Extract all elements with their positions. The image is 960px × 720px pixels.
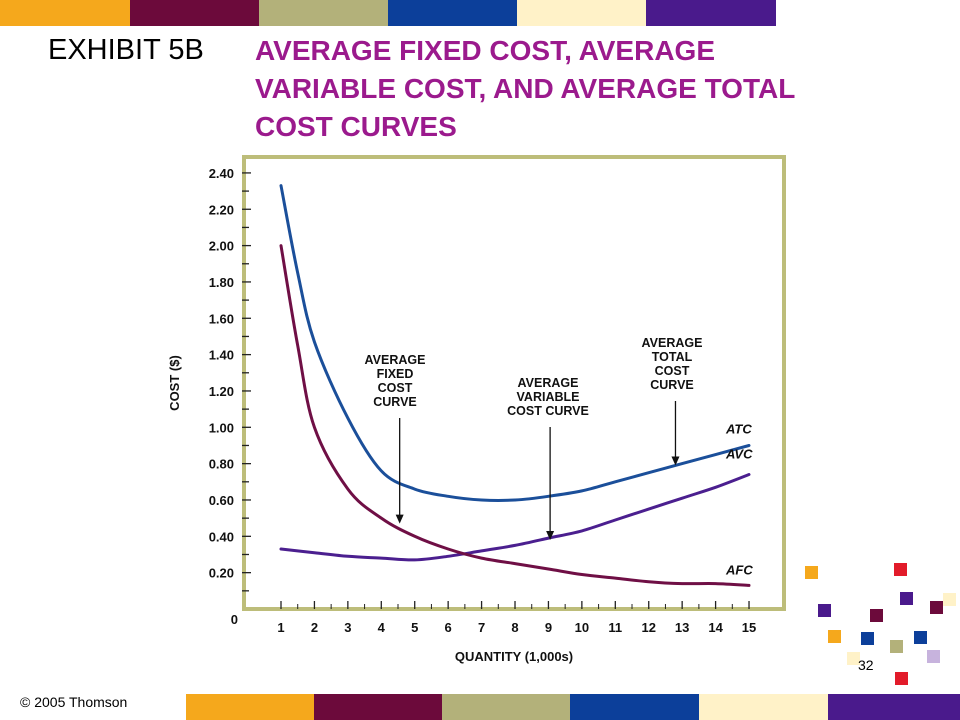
slide-title: AVERAGE FIXED COST, AVERAGE VARIABLE COS… bbox=[255, 32, 895, 146]
afc-label: AFC bbox=[725, 562, 753, 577]
exhibit-label: EXHIBIT 5B bbox=[48, 34, 204, 66]
annotation-text: CURVE bbox=[650, 378, 694, 392]
top-stripe-blue bbox=[388, 0, 517, 26]
decor-square bbox=[818, 604, 831, 617]
decor-square bbox=[805, 566, 818, 579]
x-tick-label: 7 bbox=[478, 620, 485, 635]
x-tick-label: 9 bbox=[545, 620, 552, 635]
x-axis-title: QUANTITY (1,000s) bbox=[455, 649, 573, 664]
y-tick-label: 1.20 bbox=[209, 384, 234, 399]
annotation-arrowhead bbox=[671, 456, 680, 466]
y-tick-label: 0.40 bbox=[209, 529, 234, 544]
x-tick-label: 15 bbox=[742, 620, 756, 635]
annotation-arrowhead bbox=[546, 530, 555, 540]
x-tick-label: 14 bbox=[708, 620, 723, 635]
decor-square bbox=[890, 640, 903, 653]
decor-square bbox=[900, 592, 913, 605]
title-line: VARIABLE COST, AND AVERAGE TOTAL bbox=[255, 73, 796, 104]
origin-label: 0 bbox=[231, 612, 238, 627]
annotation-text: AVERAGE bbox=[518, 376, 579, 390]
annotation-text: FIXED bbox=[377, 367, 414, 381]
copyright-text: © 2005 Thomson bbox=[20, 694, 128, 710]
decor-square bbox=[870, 609, 883, 622]
decor-square bbox=[914, 631, 927, 644]
decor-square bbox=[894, 563, 907, 576]
avc-curve bbox=[279, 473, 751, 562]
top-stripe-maroon bbox=[130, 0, 259, 26]
title-line: AVERAGE FIXED COST, AVERAGE bbox=[255, 35, 715, 66]
y-tick-label: 0.80 bbox=[209, 457, 234, 472]
bottom-stripe-purple bbox=[828, 694, 960, 720]
top-stripe-cream bbox=[517, 0, 646, 26]
title-line: COST CURVES bbox=[255, 111, 457, 142]
annotation-arrowhead bbox=[395, 514, 404, 524]
y-tick-label: 0.60 bbox=[209, 493, 234, 508]
y-tick-label: 0.20 bbox=[209, 566, 234, 581]
avc-label: AVC bbox=[725, 447, 753, 462]
decor-square bbox=[828, 630, 841, 643]
top-stripe-orange bbox=[0, 0, 130, 26]
bottom-stripe-blue bbox=[570, 694, 699, 720]
decor-square bbox=[943, 593, 956, 606]
decor-square bbox=[927, 650, 940, 663]
plot-frame bbox=[242, 155, 786, 611]
decor-square bbox=[895, 672, 908, 685]
top-stripe-purple bbox=[646, 0, 776, 26]
decor-square bbox=[861, 632, 874, 645]
annotation-text: AVERAGE bbox=[365, 353, 426, 367]
x-tick-label: 13 bbox=[675, 620, 689, 635]
annotation-text: TOTAL bbox=[652, 350, 693, 364]
atc-curve bbox=[279, 184, 751, 502]
y-axis-title: COST ($) bbox=[167, 355, 182, 411]
annotation-text: AVERAGE bbox=[642, 336, 703, 350]
y-tick-label: 1.40 bbox=[209, 348, 234, 363]
top-stripe-olive bbox=[259, 0, 388, 26]
annotation-text: COST bbox=[378, 381, 413, 395]
page-number: 32 bbox=[858, 657, 874, 673]
x-tick-label: 4 bbox=[378, 620, 386, 635]
annotation-text: COST CURVE bbox=[507, 404, 589, 418]
y-tick-label: 2.20 bbox=[209, 202, 234, 217]
y-tick-label: 2.40 bbox=[209, 166, 234, 181]
x-tick-label: 5 bbox=[411, 620, 418, 635]
y-tick-label: 1.00 bbox=[209, 420, 234, 435]
annotation-text: COST bbox=[655, 364, 690, 378]
bottom-stripe-orange bbox=[186, 694, 314, 720]
atc-label: ATC bbox=[725, 421, 752, 436]
x-tick-label: 8 bbox=[511, 620, 518, 635]
y-tick-label: 1.80 bbox=[209, 275, 234, 290]
x-tick-label: 12 bbox=[641, 620, 655, 635]
annotation-text: VARIABLE bbox=[517, 390, 580, 404]
x-tick-label: 6 bbox=[445, 620, 452, 635]
afc-curve bbox=[279, 244, 751, 587]
x-tick-label: 10 bbox=[575, 620, 589, 635]
annotation-text: CURVE bbox=[373, 395, 417, 409]
bottom-stripe-olive bbox=[442, 694, 570, 720]
y-tick-label: 1.60 bbox=[209, 311, 234, 326]
bottom-stripe-maroon bbox=[314, 694, 442, 720]
decor-square bbox=[847, 652, 860, 665]
y-tick-label: 2.00 bbox=[209, 239, 234, 254]
decor-square bbox=[930, 601, 943, 614]
x-tick-label: 1 bbox=[277, 620, 284, 635]
x-tick-label: 3 bbox=[344, 620, 351, 635]
bottom-stripe-cream bbox=[699, 694, 828, 720]
x-tick-label: 2 bbox=[311, 620, 318, 635]
x-tick-label: 11 bbox=[608, 620, 622, 635]
